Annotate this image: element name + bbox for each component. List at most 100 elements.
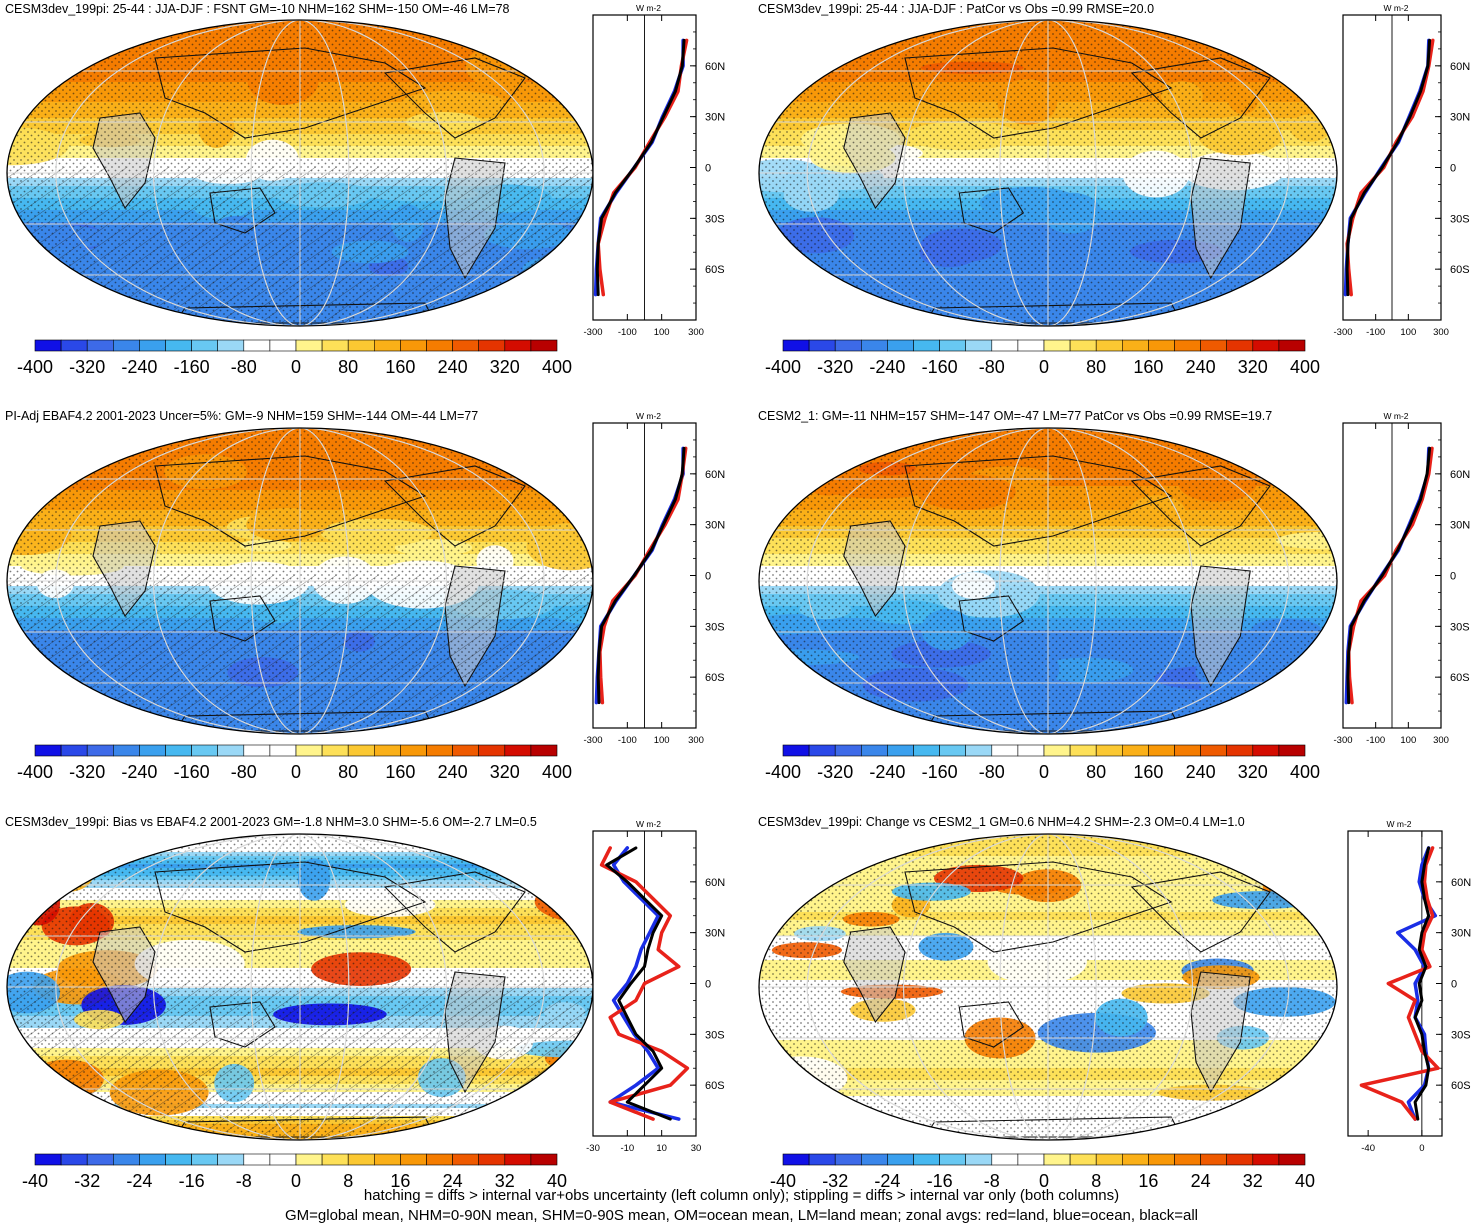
colorbar-swatch (1121, 339, 1149, 352)
colorbar-swatch (165, 339, 192, 352)
map-anomaly (770, 259, 801, 293)
profile-lat-label: 60N (705, 61, 725, 73)
colorbar: -400 -320 -240 -160 -80 0 80 160 240 320 400 (765, 744, 1320, 782)
colorbar-swatch (782, 339, 810, 352)
footnote: GM=global mean, NHM=0-90N mean, SHM=0-90… (284, 1207, 1198, 1224)
profile-x-tick-label: -100 (618, 735, 637, 746)
colorbar-tick-label: -24 (874, 1171, 900, 1191)
map-field (7, 20, 593, 326)
colorbar-tick-label: -8 (236, 1171, 252, 1191)
colorbar-swatch (269, 339, 297, 352)
colorbar-swatch (504, 744, 532, 757)
colorbar-swatch (1278, 1153, 1306, 1166)
profile-x-tick-label: -300 (1333, 327, 1352, 338)
colorbar-swatch (165, 1153, 192, 1166)
colorbar-swatch (113, 744, 140, 757)
profile-lat-label: 0 (705, 163, 711, 175)
colorbar-swatch (1095, 1153, 1123, 1166)
profile-lat-label: 30N (705, 112, 725, 124)
colorbar-swatch (965, 744, 993, 757)
colorbar-tick-label: 320 (1238, 357, 1268, 377)
colorbar-swatch (530, 339, 558, 352)
profile-lat-label: 30S (1450, 621, 1470, 633)
map-band (757, 1140, 1339, 1145)
panel-title: CESM3dev_199pi: Change vs CESM2_1 GM=0.6… (758, 815, 1245, 829)
colorbar-swatch (426, 1153, 453, 1166)
profile-lat-label: 60S (705, 264, 725, 276)
colorbar-swatch (60, 1153, 88, 1166)
profile-lat-label: 60S (1451, 1080, 1471, 1092)
profile-x-tick-label: -40 (1361, 1143, 1375, 1154)
colorbar-swatch (808, 744, 836, 757)
colorbar-tick-label: -320 (69, 357, 105, 377)
colorbar-swatch (373, 1153, 401, 1166)
colorbar-tick-label: 24 (443, 1171, 463, 1191)
panel-title: CESM3dev_199pi: 25-44 : JJA-DJF : FSNT G… (5, 2, 510, 16)
colorbar-tick-label: 40 (1295, 1171, 1315, 1191)
profile-lat-label: 60S (1450, 264, 1470, 276)
colorbar-swatch (34, 1153, 62, 1166)
colorbar-tick-label: -400 (17, 762, 53, 782)
panel-title: CESM2_1: GM=-11 NHM=157 SHM=-147 OM=-47 … (758, 409, 1273, 423)
colorbar-swatch (86, 339, 114, 352)
colorbar-tick-label: 32 (1243, 1171, 1263, 1191)
colorbar-swatch (965, 1153, 993, 1166)
profile-lat-label: 30N (705, 520, 725, 532)
colorbar-tick-label: -240 (121, 357, 157, 377)
colorbar-swatch (530, 1153, 558, 1166)
colorbar-tick-label: 16 (390, 1171, 410, 1191)
colorbar-swatch (887, 744, 914, 757)
colorbar-swatch (191, 339, 219, 352)
colorbar-tick-label: 80 (338, 762, 358, 782)
profile-lat-label: 60N (705, 877, 725, 889)
colorbar-swatch (217, 744, 245, 757)
colorbar-swatch (861, 1153, 888, 1166)
colorbar-swatch (113, 1153, 140, 1166)
profile-lat-label: 30N (1450, 520, 1470, 532)
profile-unit-label: W m-2 (636, 411, 661, 421)
colorbar-tick-label: 80 (1086, 357, 1106, 377)
colorbar-swatch (1069, 339, 1097, 352)
map-outline (758, 833, 1338, 1141)
colorbar-swatch (1121, 1153, 1149, 1166)
colorbar-swatch (1095, 744, 1123, 757)
profile-series-land (599, 846, 690, 1121)
profile-lat-label: 0 (1450, 163, 1456, 175)
global-map (758, 19, 1338, 327)
colorbar-tick-label: -80 (231, 357, 257, 377)
colorbar-swatch (1226, 744, 1254, 757)
profile-lat-label: 0 (705, 571, 711, 583)
colorbar-swatch (60, 744, 88, 757)
colorbar-swatch (165, 744, 192, 757)
colorbar-swatch (1121, 744, 1149, 757)
map-field (7, 428, 593, 734)
profile-x-tick-label: -10 (620, 1143, 634, 1154)
colorbar-tick-label: 160 (385, 762, 415, 782)
colorbar-swatch (295, 1153, 323, 1166)
colorbar-swatch (86, 744, 114, 757)
colorbar-tick-label: -80 (979, 762, 1005, 782)
profile-lat-label: 30N (1450, 112, 1470, 124)
colorbar-swatch (1278, 744, 1306, 757)
profile-lat-label: 60N (1451, 877, 1471, 889)
map-anomaly (41, 462, 89, 481)
colorbar-tick-label: -8 (984, 1171, 1000, 1191)
colorbar-tick-label: 400 (542, 762, 572, 782)
colorbar-tick-label: 320 (490, 357, 520, 377)
profile-series-all (1413, 846, 1431, 1121)
colorbar-swatch (1148, 1153, 1175, 1166)
colorbar-tick-label: 8 (343, 1171, 353, 1191)
panel-title: PI-Adj EBAF4.2 2001-2023 Uncer=5%: GM=-9… (5, 409, 479, 423)
colorbar-tick-label: 0 (291, 762, 301, 782)
colorbar-swatch (191, 744, 219, 757)
colorbar-tick-label: -320 (817, 762, 853, 782)
colorbar-swatch (1200, 1153, 1228, 1166)
colorbar-swatch (1226, 339, 1254, 352)
colorbar-swatch (991, 339, 1019, 352)
colorbar-tick-label: 0 (1039, 1171, 1049, 1191)
colorbar-swatch (965, 339, 993, 352)
graticule (759, 20, 1337, 326)
profile-x-tick-label: 100 (654, 327, 670, 338)
profile-x-tick-label: -100 (1366, 327, 1385, 338)
